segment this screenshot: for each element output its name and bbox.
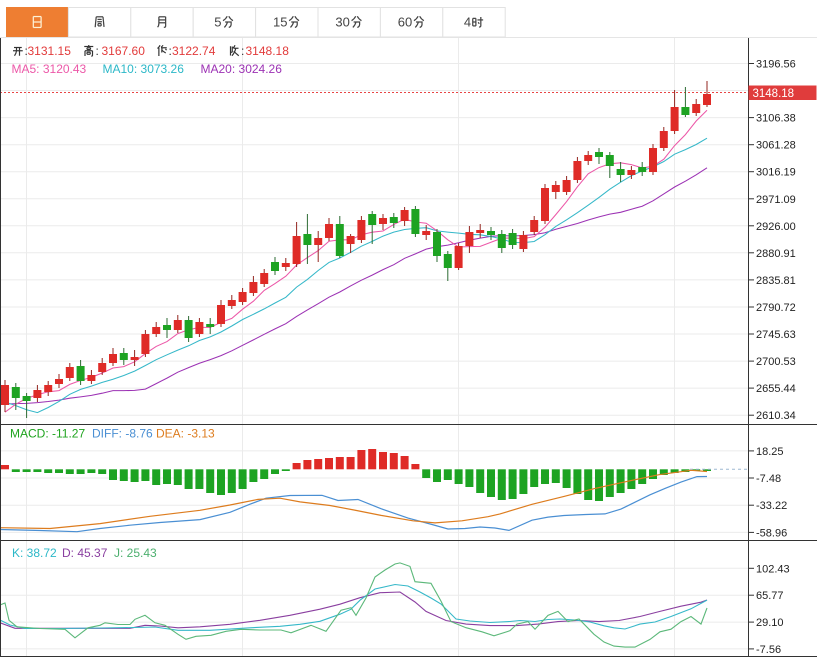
- svg-text:MACD: -11.27: MACD: -11.27: [10, 427, 85, 441]
- svg-text:MA20: 3024.26: MA20: 3024.26: [201, 62, 283, 76]
- svg-text:2926.00: 2926.00: [756, 221, 796, 233]
- svg-text:4: 4: [464, 15, 471, 30]
- svg-text:-58.96: -58.96: [756, 527, 787, 539]
- svg-text::: :: [25, 44, 28, 58]
- svg-text:3061.28: 3061.28: [756, 140, 796, 152]
- svg-text:102.43: 102.43: [756, 563, 790, 575]
- svg-text:2790.72: 2790.72: [756, 302, 796, 314]
- svg-text:3016.19: 3016.19: [756, 167, 796, 179]
- svg-text:15: 15: [273, 15, 287, 30]
- svg-text:60: 60: [398, 15, 412, 30]
- svg-text:5: 5: [214, 15, 221, 30]
- svg-text:3122.74: 3122.74: [172, 44, 216, 58]
- svg-text:K: 38.72: K: 38.72: [12, 546, 57, 560]
- svg-text:3196.56: 3196.56: [756, 59, 796, 71]
- svg-text:2610.34: 2610.34: [756, 410, 796, 422]
- svg-text:D: 45.37: D: 45.37: [62, 546, 108, 560]
- svg-text:2655.44: 2655.44: [756, 383, 796, 395]
- svg-text:MA10: 3073.26: MA10: 3073.26: [103, 62, 185, 76]
- svg-text:2835.81: 2835.81: [756, 275, 796, 287]
- svg-text:29.10: 29.10: [756, 617, 784, 629]
- svg-text:-7.48: -7.48: [756, 473, 781, 485]
- svg-text:3148.18: 3148.18: [246, 44, 290, 58]
- svg-text:2880.91: 2880.91: [756, 248, 796, 260]
- svg-text:65.77: 65.77: [756, 590, 784, 602]
- svg-text:3131.15: 3131.15: [28, 44, 72, 58]
- svg-text:MA5: 3120.43: MA5: 3120.43: [12, 62, 87, 76]
- svg-text::: :: [96, 44, 99, 58]
- svg-text:30: 30: [335, 15, 349, 30]
- svg-text:-7.56: -7.56: [756, 644, 781, 656]
- svg-text:3148.18: 3148.18: [753, 88, 795, 100]
- svg-text:3106.38: 3106.38: [756, 113, 796, 125]
- svg-text::: :: [169, 44, 172, 58]
- svg-text:2745.63: 2745.63: [756, 329, 796, 341]
- svg-text:2971.09: 2971.09: [756, 194, 796, 206]
- svg-text:J: 25.43: J: 25.43: [114, 546, 157, 560]
- svg-text:2700.53: 2700.53: [756, 356, 796, 368]
- svg-text:3167.60: 3167.60: [102, 44, 146, 58]
- svg-text:DIFF: -8.76: DIFF: -8.76: [92, 427, 153, 441]
- svg-text:DEA: -3.13: DEA: -3.13: [156, 427, 215, 441]
- svg-text::: :: [241, 44, 244, 58]
- svg-text:-33.22: -33.22: [756, 500, 787, 512]
- svg-text:18.25: 18.25: [756, 446, 784, 458]
